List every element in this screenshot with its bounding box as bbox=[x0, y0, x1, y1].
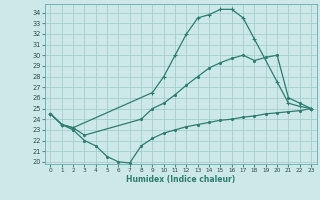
X-axis label: Humidex (Indice chaleur): Humidex (Indice chaleur) bbox=[126, 175, 236, 184]
